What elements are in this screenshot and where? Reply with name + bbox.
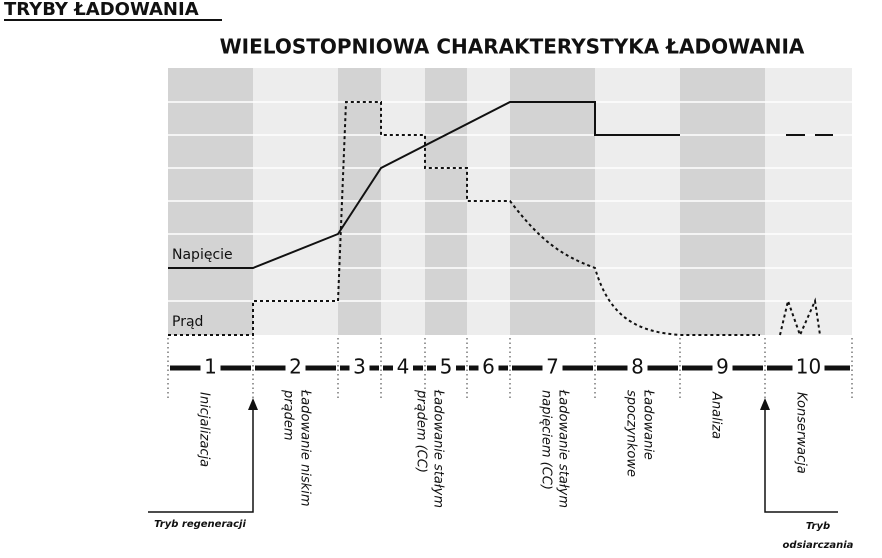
grid: [168, 101, 852, 302]
stage-labels: Inicjalizacja Ładowanie niskim prądem Ła…: [197, 389, 809, 508]
stage-number: 2: [289, 355, 302, 379]
regeneration-label: Tryb regeneracji: [154, 519, 246, 530]
stage-label: napięciem (CC): [539, 390, 554, 490]
current-curve: [168, 101, 760, 336]
stage-label: Konserwacja: [794, 392, 809, 474]
stage-number: 5: [440, 355, 453, 379]
stage-number: 10: [796, 355, 821, 379]
desulfation-label: Tryb: [806, 521, 830, 532]
stage-number: 8: [631, 355, 644, 379]
regeneration-arrow: [148, 408, 254, 513]
desulfation-arrow: [764, 408, 838, 513]
arrow-head: [760, 398, 770, 410]
stage-label: Ładowanie: [641, 389, 656, 460]
stage-label: Inicjalizacja: [197, 392, 212, 467]
stage-label: prądem: [281, 389, 296, 440]
stage-number: 3: [353, 355, 366, 379]
stage-number: 6: [482, 355, 495, 379]
stage-number: 7: [546, 355, 559, 379]
stage-label: spoczynkowe: [624, 390, 639, 477]
desulfation-label: odsiarczania: [783, 540, 854, 551]
stage-number: 1: [204, 355, 217, 379]
voltage-label: Napięcie: [172, 247, 233, 263]
stage-label: prądem (CC): [414, 389, 429, 473]
header-title: TRYBY ŁADOWANIA: [4, 0, 199, 20]
stage-label: Analiza: [709, 391, 724, 439]
stage-number: 4: [397, 355, 410, 379]
stage-label: Ładowanie niskim: [298, 389, 313, 507]
voltage-curve: [168, 101, 680, 269]
stage-label: Ładowanie stałym: [431, 389, 446, 508]
arrow-head: [248, 398, 258, 410]
current-label: Prąd: [172, 314, 203, 330]
stage-label: Ładowanie stałym: [556, 389, 571, 508]
stage-number: 9: [716, 355, 729, 379]
timeline: 1 2 3 4 5 6 7 8 9 10: [167, 338, 853, 400]
diagram-title: WIELOSTOPNIOWA CHARAKTERYSTYKA ŁADOWANIA: [220, 35, 805, 59]
